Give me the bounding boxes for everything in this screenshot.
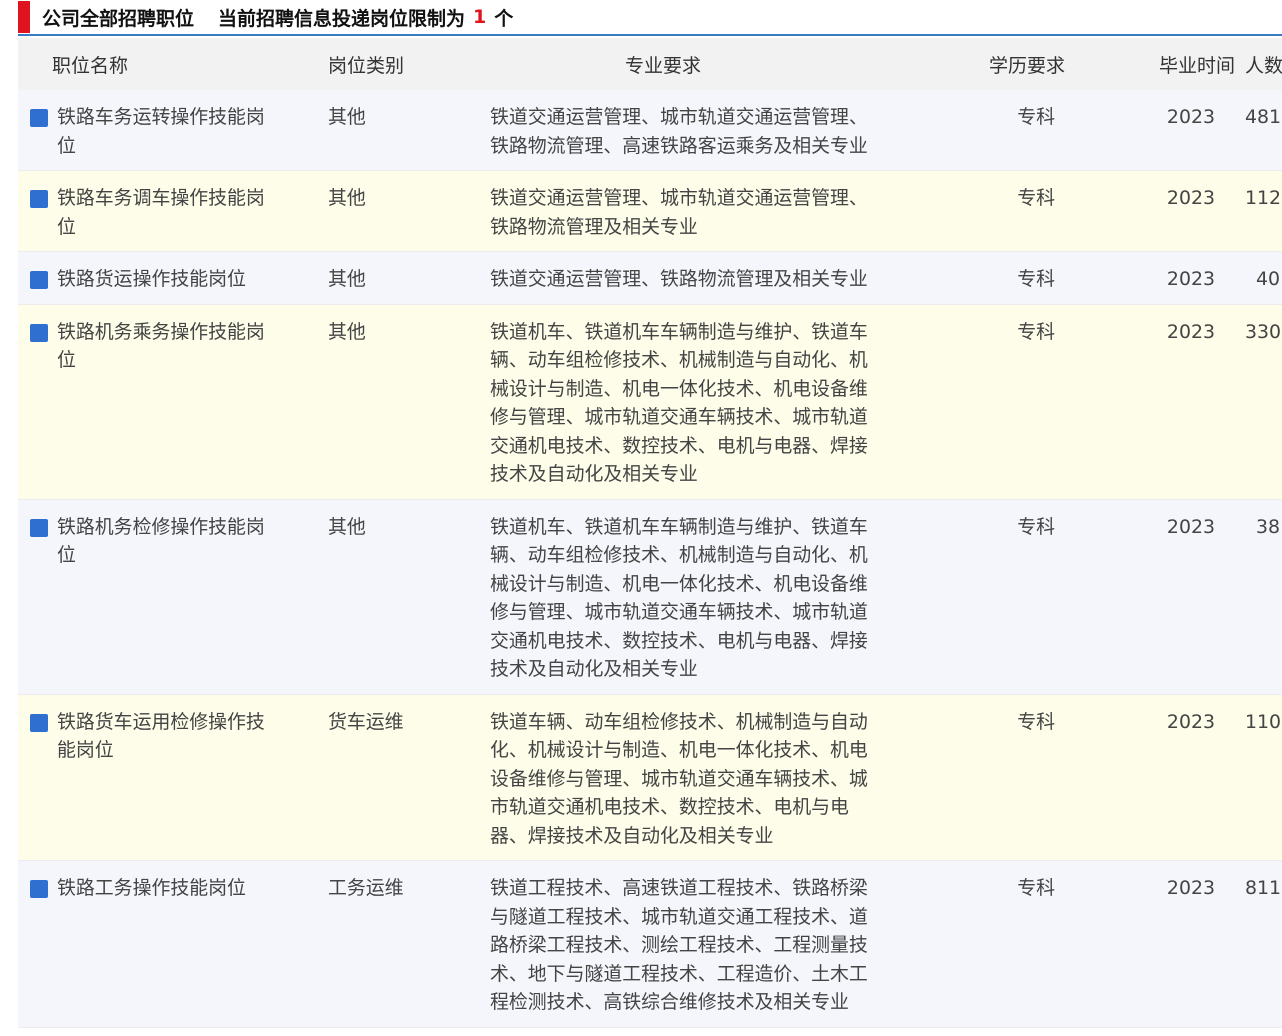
major-cell: 铁道机车、铁道机车车辆制造与维护、铁道车辆、动车组检修技术、机械制造与自动化、机… [453, 304, 947, 500]
table-row[interactable]: 铁路车务调车操作技能岗位 其他 铁道交通运营管理、城市轨道交通运营管理、铁路物流… [18, 170, 1282, 252]
job-major: 铁道机车、铁道机车车辆制造与维护、铁道车辆、动车组检修技术、机械制造与自动化、机… [490, 515, 868, 681]
major-cell: 铁道交通运营管理、城市轨道交通运营管理、铁路物流管理及相关专业 [453, 170, 947, 252]
job-year: 2023 [1067, 860, 1245, 1028]
job-name[interactable]: 铁路车务调车操作技能岗位 [57, 187, 265, 238]
job-education: 专科 [947, 304, 1067, 500]
col-category: 岗位类别 [288, 38, 453, 90]
red-marker [18, 1, 30, 33]
major-cell: 铁道车辆、动车组检修技术、机械制造与自动化、机械设计与制造、机电一体化技术、机电… [453, 694, 947, 861]
job-category: 工务运维 [288, 860, 453, 1028]
job-education: 专科 [947, 694, 1067, 861]
job-name[interactable]: 铁路货车运用检修操作技能岗位 [57, 710, 265, 762]
table-header: 职位名称 岗位类别 专业要求 学历要求 毕业时间 人数 [18, 38, 1282, 90]
job-education: 专科 [947, 170, 1067, 252]
table-row[interactable]: 铁路车务运转操作技能岗位 其他 铁道交通运营管理、城市轨道交通运营管理、铁路物流… [18, 90, 1282, 171]
table-row[interactable]: 铁路机务乘务操作技能岗位 其他 铁道机车、铁道机车车辆制造与维护、铁道车辆、动车… [18, 304, 1282, 500]
table-row[interactable]: 铁路货车运用检修操作技能岗位 货车运维 铁道车辆、动车组检修技术、机械制造与自动… [18, 694, 1282, 861]
job-count: 481 [1245, 90, 1282, 171]
col-name: 职位名称 [18, 38, 288, 90]
checkbox-icon[interactable] [30, 109, 48, 127]
job-education: 专科 [947, 860, 1067, 1028]
job-major: 铁道交通运营管理、城市轨道交通运营管理、铁路物流管理及相关专业 [490, 187, 868, 238]
job-name[interactable]: 铁路机务检修操作技能岗位 [57, 515, 265, 567]
job-name[interactable]: 铁路车务运转操作技能岗位 [57, 106, 265, 157]
job-year: 2023 [1067, 251, 1245, 305]
job-count: 112 [1245, 170, 1282, 252]
limit-count: 1 [473, 6, 487, 28]
job-table: 职位名称 岗位类别 专业要求 学历要求 毕业时间 人数 铁路车务运转操作技能岗位… [18, 38, 1282, 1028]
table-row[interactable]: 铁路货运操作技能岗位 其他 铁道交通运营管理、铁路物流管理及相关专业 专科 20… [18, 251, 1282, 305]
checkbox-icon[interactable] [30, 518, 48, 537]
checkbox-icon[interactable] [30, 271, 48, 289]
col-education: 学历要求 [947, 38, 1067, 90]
job-year: 2023 [1067, 90, 1245, 171]
job-education: 专科 [947, 90, 1067, 171]
col-count: 人数 [1245, 38, 1282, 90]
checkbox-icon[interactable] [30, 323, 48, 342]
job-count: 40 [1245, 251, 1282, 305]
major-cell: 铁道交通运营管理、铁路物流管理及相关专业 [453, 251, 947, 305]
job-category: 其他 [288, 251, 453, 305]
checkbox-icon[interactable] [30, 713, 48, 732]
job-count: 38 [1245, 499, 1282, 695]
job-name[interactable]: 铁路工务操作技能岗位 [57, 877, 246, 899]
job-category: 其他 [288, 304, 453, 500]
job-major: 铁道工程技术、高速铁道工程技术、铁路桥梁与隧道工程技术、城市轨道交通工程技术、道… [490, 877, 868, 1013]
job-year: 2023 [1067, 304, 1245, 500]
job-count: 110 [1245, 694, 1282, 861]
job-name[interactable]: 铁路机务乘务操作技能岗位 [57, 320, 265, 372]
section-header: 公司全部招聘职位 当前招聘信息投递岗位限制为 1 个 [18, 0, 1282, 36]
job-major: 铁道车辆、动车组检修技术、机械制造与自动化、机械设计与制造、机电一体化技术、机电… [490, 710, 868, 847]
job-count: 330 [1245, 304, 1282, 500]
job-major: 铁道交通运营管理、城市轨道交通运营管理、铁路物流管理、高速铁路客运乘务及相关专业 [490, 106, 868, 157]
job-year: 2023 [1067, 499, 1245, 695]
job-year: 2023 [1067, 694, 1245, 861]
job-education: 专科 [947, 251, 1067, 305]
job-name[interactable]: 铁路货运操作技能岗位 [57, 268, 246, 290]
checkbox-icon[interactable] [30, 190, 48, 208]
major-cell: 铁道交通运营管理、城市轨道交通运营管理、铁路物流管理、高速铁路客运乘务及相关专业 [453, 90, 947, 171]
job-year: 2023 [1067, 170, 1245, 252]
job-category: 其他 [288, 499, 453, 695]
job-count: 811 [1245, 860, 1282, 1028]
major-cell: 铁道机车、铁道机车车辆制造与维护、铁道车辆、动车组检修技术、机械制造与自动化、机… [453, 499, 947, 695]
limit-text: 当前招聘信息投递岗位限制为 [218, 7, 466, 30]
job-major: 铁道交通运营管理、铁路物流管理及相关专业 [490, 268, 868, 290]
job-category: 其他 [288, 170, 453, 252]
table-row[interactable]: 铁路工务操作技能岗位 工务运维 铁道工程技术、高速铁道工程技术、铁路桥梁与隧道工… [18, 860, 1282, 1028]
job-education: 专科 [947, 499, 1067, 695]
major-cell: 铁道工程技术、高速铁道工程技术、铁路桥梁与隧道工程技术、城市轨道交通工程技术、道… [453, 860, 947, 1028]
checkbox-icon[interactable] [30, 880, 48, 898]
job-category: 货车运维 [288, 694, 453, 861]
job-major: 铁道机车、铁道机车车辆制造与维护、铁道车辆、动车组检修技术、机械制造与自动化、机… [490, 320, 868, 486]
col-major: 专业要求 [453, 38, 947, 90]
section-title: 公司全部招聘职位 [42, 7, 195, 30]
limit-unit: 个 [494, 7, 514, 30]
table-row[interactable]: 铁路机务检修操作技能岗位 其他 铁道机车、铁道机车车辆制造与维护、铁道车辆、动车… [18, 499, 1282, 695]
job-category: 其他 [288, 90, 453, 171]
col-year: 毕业时间 [1067, 38, 1245, 90]
